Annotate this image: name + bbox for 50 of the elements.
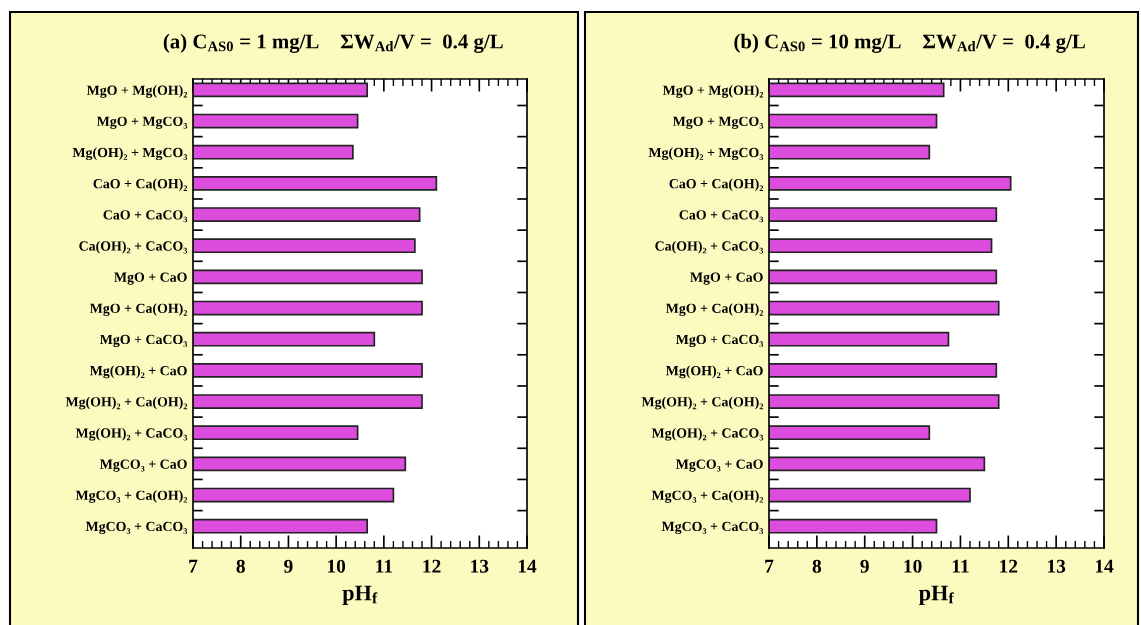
y-tick-label: MgCO₃ + Ca(OH)₂ (75, 490, 188, 503)
y-tick-label: MgCO₃ + Ca(OH)₂ (651, 490, 764, 503)
y-tick-label: MgCO₃ + CaCO₃ (85, 521, 188, 535)
x-tick-label: 9 (284, 559, 293, 573)
y-tick-label: MgO + CaO (114, 272, 187, 285)
y-tick-label: Ca(OH)₂ + CaCO₃ (655, 240, 764, 254)
y-tick-label: MgO + Mg(OH)₂ (86, 85, 188, 98)
y-tick-label: Mg(OH)₂ + Ca(OH)₂ (641, 396, 764, 410)
x-tick-label: 14 (518, 559, 537, 573)
x-tick-label: 8 (236, 559, 245, 573)
y-tick-label: MgO + MgCO₃ (672, 116, 764, 129)
y-tick-label: MgCO₃ + CaO (99, 459, 187, 472)
y-tick-label: MgO + Ca(OH)₂ (665, 303, 764, 316)
x-tick-label: 7 (765, 559, 774, 573)
x-tick-label: 13 (1047, 559, 1066, 573)
y-tick-label: MgO + Ca(OH)₂ (89, 303, 188, 316)
y-tick-label: MgO + CaCO₃ (99, 334, 188, 348)
x-tick-label: 13 (471, 559, 489, 573)
y-tick-label: Mg(OH)₂ + Ca(OH)₂ (65, 396, 188, 410)
x-tick-label: 10 (904, 559, 922, 573)
y-tick-label: MgO + CaCO₃ (675, 334, 764, 348)
y-tick-label: CaO + CaCO₃ (103, 210, 188, 223)
y-tick-label: Mg(OH)₂ + CaO (89, 365, 187, 379)
x-tick-label: 12 (1000, 559, 1018, 573)
y-tick-label: CaO + Ca(OH)₂ (93, 178, 188, 192)
x-axis-title: pH$_{f}$ (919, 585, 954, 605)
y-tick-label: Ca(OH)₂ + CaCO₃ (79, 240, 188, 254)
y-tick-label: Mg(OH)₂ + CaCO₃ (651, 427, 764, 441)
x-tick-label: 12 (423, 559, 441, 573)
x-tick-label: 9 (860, 559, 869, 573)
x-tick-label: 7 (189, 559, 198, 573)
chart-title: (b) C$_{AS0}$ = 10 mg/L ΣW$_{Ad}$/V = 0.4 g/L (734, 33, 1085, 53)
y-tick-label: MgO + MgCO₃ (96, 116, 188, 129)
x-tick-label: 11 (376, 559, 393, 573)
x-tick-label: 14 (1095, 559, 1114, 573)
y-tick-label: Mg(OH)₂ + CaCO₃ (75, 427, 188, 441)
chart-title: (a) C$_{AS0}$ = 1 mg/L ΣW$_{Ad}$/V = 0.4 g/L (163, 33, 503, 53)
y-tick-label: Mg(OH)₂ + MgCO₃ (648, 147, 764, 161)
x-axis-title: pH$_{f}$ (342, 585, 378, 605)
y-tick-label: MgCO₃ + CaO (675, 459, 763, 472)
y-tick-label: MgO + CaO (690, 272, 763, 285)
y-tick-label: Mg(OH)₂ + MgCO₃ (72, 147, 188, 161)
y-tick-label: CaO + CaCO₃ (679, 210, 764, 223)
y-tick-label: Mg(OH)₂ + CaO (665, 365, 763, 379)
x-tick-label: 10 (327, 559, 346, 573)
x-tick-label: 11 (952, 559, 969, 573)
y-tick-label: MgO + Mg(OH)₂ (662, 85, 764, 98)
x-tick-label: 8 (812, 559, 822, 573)
y-tick-label: MgCO₃ + CaCO₃ (661, 521, 764, 535)
y-tick-label: CaO + Ca(OH)₂ (669, 178, 764, 192)
